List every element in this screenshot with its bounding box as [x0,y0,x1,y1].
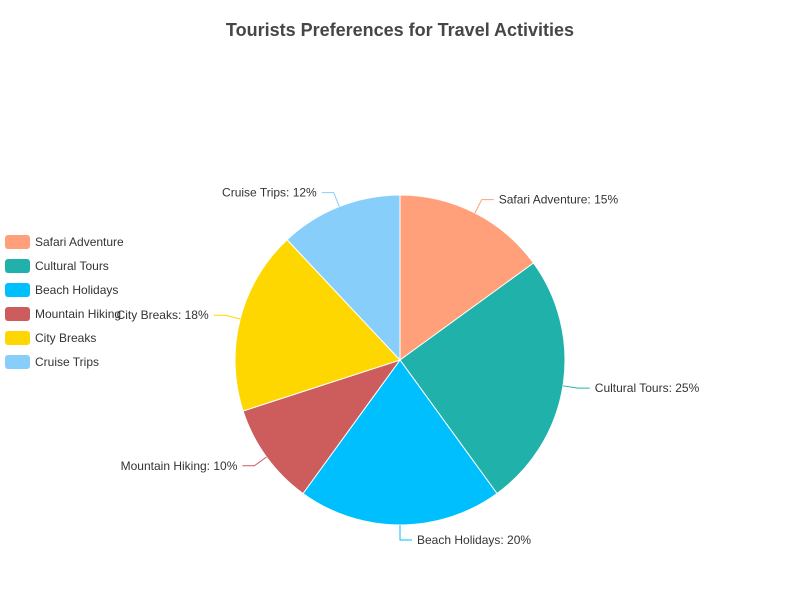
legend-item-mountain-hiking[interactable]: Mountain Hiking [5,302,124,326]
label-line-cultural-tours [562,385,590,389]
label-line-mountain-hiking [242,456,267,467]
legend: Safari Adventure Cultural Tours Beach Holi… [5,230,124,374]
pie-slice-cruise-trips[interactable] [286,194,401,362]
label-line-cruise-trips [321,192,340,207]
legend-label: City Breaks [35,331,97,345]
pie-slice-safari-adventure[interactable] [399,194,535,361]
chart-title: Tourists Preferences for Travel Activiti… [225,20,575,40]
pie-labels: Safari Adventure: 15% Cultural Tours: 25%… [117,186,700,547]
slice-label-cultural-tours: Cultural Tours: 25% [595,381,700,395]
legend-label: Beach Holidays [35,283,119,297]
slice-label-mountain-hiking: Mountain Hiking: 10% [121,459,238,473]
legend-item-safari-adventure[interactable]: Safari Adventure [5,230,124,254]
slice-label-safari-adventure: Safari Adventure: 15% [499,193,619,207]
legend-swatch [5,259,30,273]
pie-slice-city-breaks[interactable] [234,239,401,412]
legend-swatch [5,307,30,321]
legend-swatch [5,283,30,297]
legend-label: Safari Adventure [35,235,124,249]
legend-label: Cultural Tours [35,259,109,273]
legend-item-beach-holidays[interactable]: Beach Holidays [5,278,124,302]
legend-item-cruise-trips[interactable]: Cruise Trips [5,350,124,374]
slice-label-city-breaks: City Breaks: 18% [117,308,209,322]
label-line-city-breaks [213,314,241,320]
slice-label-beach-holidays: Beach Holidays: 20% [417,533,531,547]
legend-swatch [5,331,30,345]
legend-item-cultural-tours[interactable]: Cultural Tours [5,254,124,278]
label-line-safari-adventure [474,199,494,214]
pie-slices [234,194,566,526]
legend-label: Cruise Trips [35,355,100,369]
pie-slice-cultural-tours[interactable] [399,262,566,495]
legend-swatch [5,235,30,249]
legend-item-city-breaks[interactable]: City Breaks [5,326,124,350]
legend-label: Mountain Hiking [35,307,122,321]
legend-swatch [5,355,30,369]
label-line-beach-holidays [399,525,412,541]
slice-label-cruise-trips: Cruise Trips: 12% [222,186,317,200]
